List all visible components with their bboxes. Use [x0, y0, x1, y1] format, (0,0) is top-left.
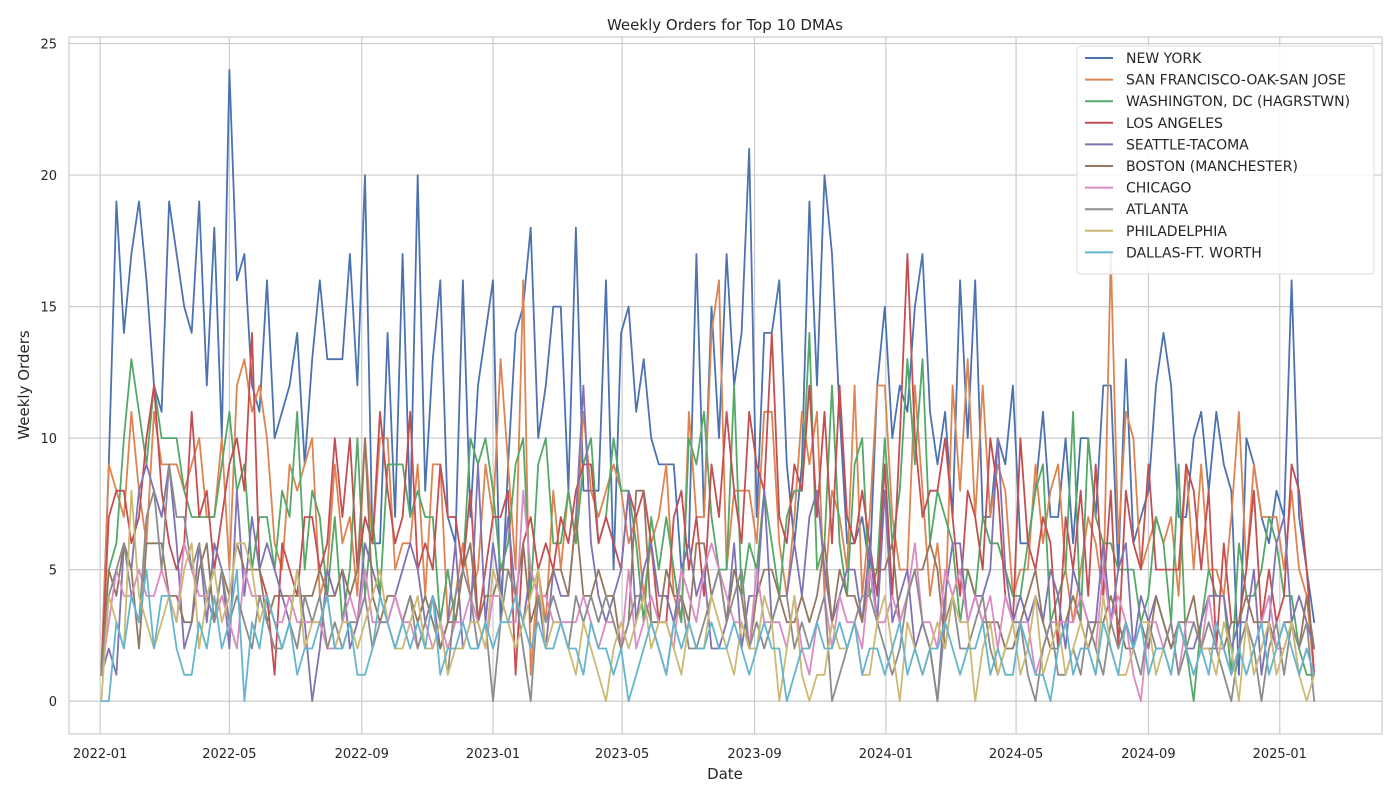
x-tick-labels: 2022-01 2022-05 2022-09 2023-01 2023-05 2023-… — [73, 747, 1307, 762]
x-tick-label: 2023-05 — [595, 747, 649, 762]
legend-label: DALLAS-FT. WORTH — [1126, 245, 1262, 261]
x-tick-label: 2024-09 — [1121, 747, 1175, 762]
legend-label: WASHINGTON, DC (HAGRSTWN) — [1126, 94, 1350, 110]
legend-label: SAN FRANCISCO-OAK-SAN JOSE — [1126, 73, 1346, 89]
x-tick-label: 2024-01 — [859, 747, 913, 762]
y-tick-label: 20 — [40, 169, 57, 184]
legend: NEW YORK SAN FRANCISCO-OAK-SAN JOSE WASHIN… — [1076, 45, 1375, 275]
x-tick-label: 2022-05 — [202, 747, 256, 762]
series-line-washington-dc-hagrstwn — [100, 331, 1316, 702]
y-tick-label: 5 — [49, 564, 57, 579]
plot-frame — [68, 36, 1383, 735]
chart-title: Weekly Orders for Top 10 DMAs — [607, 16, 843, 34]
y-tick-label: 0 — [49, 695, 57, 710]
x-tick-label: 2025-01 — [1253, 747, 1307, 762]
series-line-chicago — [100, 489, 1316, 702]
x-tick-label: 2023-01 — [466, 747, 520, 762]
x-tick-label: 2024-05 — [989, 747, 1043, 762]
legend-label: BOSTON (MANCHESTER) — [1126, 159, 1298, 175]
legend-label: NEW YORK — [1126, 51, 1202, 67]
y-axis-label: Weekly Orders — [15, 330, 33, 440]
y-tick-label: 15 — [40, 301, 57, 316]
y-tick-labels: 0 5 10 15 20 25 — [40, 38, 57, 711]
series-line-dallas-ft-worth — [100, 568, 1316, 702]
legend-label: SEATTLE-TACOMA — [1126, 137, 1249, 153]
x-tick-label: 2022-09 — [335, 747, 389, 762]
y-tick-label: 10 — [40, 432, 57, 447]
legend-label: CHICAGO — [1126, 181, 1191, 197]
y-tick-label: 25 — [40, 38, 57, 53]
series-line-boston-manchester — [100, 437, 1316, 676]
legend-box — [1076, 45, 1375, 275]
x-axis-label: Date — [707, 765, 743, 783]
x-tick-label: 2023-09 — [727, 747, 781, 762]
x-tick-label: 2022-01 — [73, 747, 127, 762]
series-line-san-francisco-oak-san-jose — [100, 253, 1316, 676]
legend-label: ATLANTA — [1126, 202, 1189, 218]
legend-label: PHILADELPHIA — [1126, 224, 1227, 240]
legend-label: LOS ANGELES — [1126, 116, 1223, 132]
series-layer — [100, 69, 1316, 702]
series-line-atlanta — [100, 463, 1316, 702]
series-line-los-angeles — [100, 253, 1316, 676]
